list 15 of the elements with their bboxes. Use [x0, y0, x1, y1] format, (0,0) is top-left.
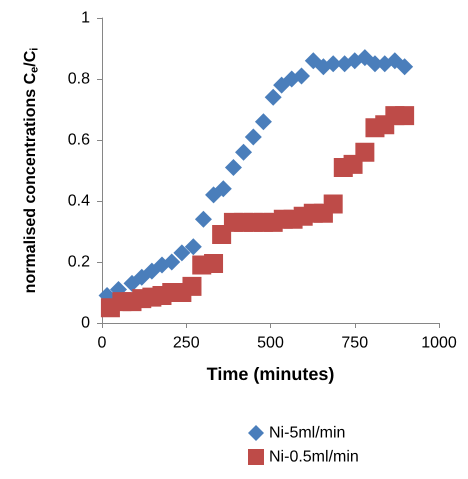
y-tick-label: 0.8: [68, 70, 90, 88]
x-tick-label: 0: [98, 334, 107, 352]
x-tick-label: 500: [257, 334, 284, 352]
y-tick-label: 0.4: [68, 192, 90, 210]
x-tick-label: 1000: [421, 334, 457, 352]
y-tick-label: 0.6: [68, 132, 90, 148]
x-tick-label: 750: [341, 334, 368, 352]
x-tick-label: 250: [172, 334, 200, 352]
legend-label: Ni-0.5ml/min: [269, 448, 359, 466]
x-axis-title: Time (minutes): [206, 364, 334, 384]
y-tick-label: 1: [81, 10, 90, 26]
legend-label: Ni-5ml/min: [269, 424, 346, 442]
y-axis-title: normalised concentrations Ce/Ci: [22, 48, 40, 294]
y-tick-label: 0: [81, 314, 90, 332]
y-tick-label: 0.2: [68, 254, 90, 270]
